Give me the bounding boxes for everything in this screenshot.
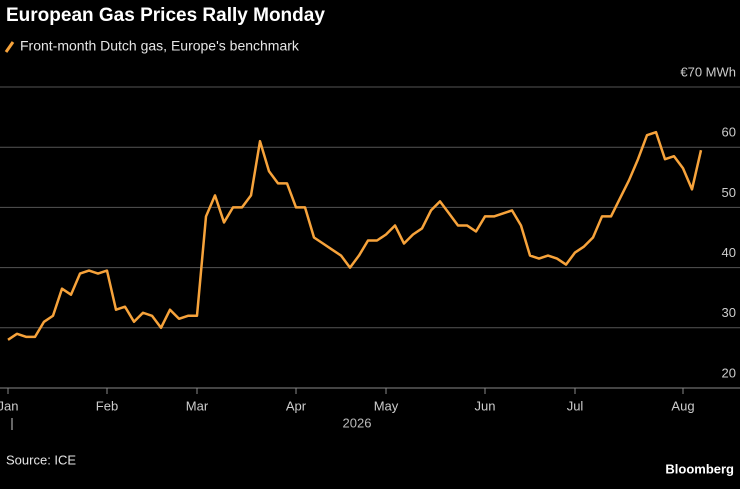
x-tick-label: Jul bbox=[567, 398, 584, 413]
y-tick-label: 50 bbox=[722, 185, 736, 200]
y-tick-label: 20 bbox=[722, 365, 736, 380]
x-tick-label: Jun bbox=[475, 398, 496, 413]
x-tick-label: May bbox=[374, 398, 399, 413]
y-tick-label: 40 bbox=[722, 245, 736, 260]
x-tick-label: Feb bbox=[96, 398, 118, 413]
legend-label: Front-month Dutch gas, Europe's benchmar… bbox=[20, 38, 300, 54]
x-tick-label: Apr bbox=[286, 398, 307, 413]
legend-swatch bbox=[4, 41, 15, 53]
source: Source: ICE bbox=[6, 452, 76, 467]
brand: Bloomberg bbox=[665, 461, 734, 476]
x-tick-label: Aug bbox=[671, 398, 694, 413]
chart-title: European Gas Prices Rally Monday bbox=[6, 5, 325, 26]
x-tick-label: Mar bbox=[186, 398, 209, 413]
year-label: 2026 bbox=[343, 415, 372, 430]
y-tick-label: 60 bbox=[722, 125, 736, 140]
y-tick-label: 30 bbox=[722, 305, 736, 320]
x-tick-label: Jan bbox=[0, 398, 18, 413]
y-tick-label: €70 MWh bbox=[680, 64, 736, 79]
series-line bbox=[7, 130, 703, 341]
